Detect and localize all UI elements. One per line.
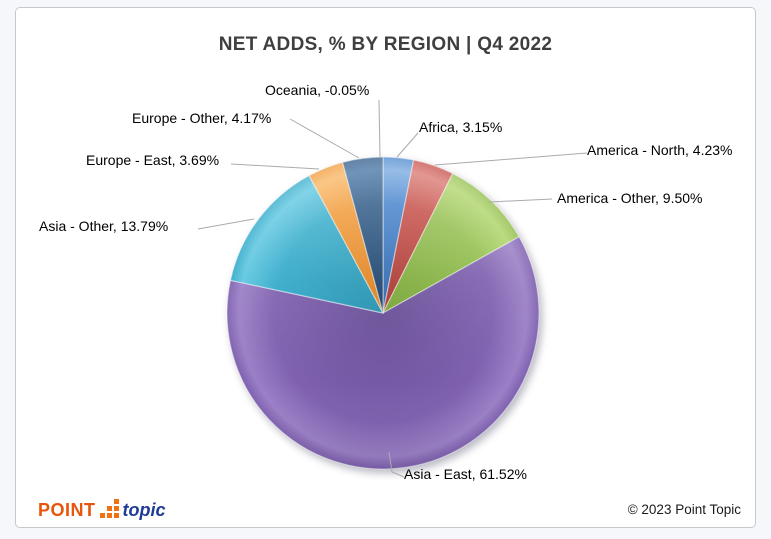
logo-square xyxy=(99,513,105,518)
data-label-asia-east: Asia - East, 61.52% xyxy=(404,466,527,482)
data-label-america-other: America - Other, 9.50% xyxy=(557,190,703,206)
leader-line-oceania xyxy=(378,99,381,158)
pie-slices xyxy=(226,156,540,470)
data-label-america-north: America - North, 4.23% xyxy=(587,142,733,158)
leader-line-europe-east xyxy=(230,163,320,170)
data-label-oceania: Oceania, -0.05% xyxy=(265,82,370,98)
leader-line-asia-other xyxy=(197,218,255,230)
data-label-africa: Africa, 3.15% xyxy=(419,119,503,135)
logo-square xyxy=(113,499,119,504)
leader-line-america-north xyxy=(434,152,588,166)
data-label-europe-other: Europe - Other, 4.17% xyxy=(132,110,272,126)
logo-square xyxy=(106,506,112,511)
leader-line-america-other xyxy=(488,198,553,203)
leader-line-europe-other xyxy=(289,118,360,159)
leader-line-asia-east xyxy=(388,451,405,478)
logo-point-text: POINT xyxy=(38,500,96,520)
logo-square xyxy=(113,513,119,518)
logo-topic-text: topic xyxy=(122,500,166,520)
data-label-asia-other: Asia - Other, 13.79% xyxy=(39,218,169,234)
logo-square xyxy=(106,513,112,518)
logo-square xyxy=(113,506,119,511)
point-topic-logo: POINT topic xyxy=(38,499,166,519)
data-label-europe-east: Europe - East, 3.69% xyxy=(86,152,220,168)
chart-title: NET ADDS, % BY REGION | Q4 2022 xyxy=(218,34,553,55)
pie-svg xyxy=(197,99,588,478)
chart-card: NET ADDS, % BY REGION | Q4 2022 Africa, … xyxy=(15,7,756,528)
leader-line-africa xyxy=(396,132,419,158)
copyright-text: © 2023 Point Topic xyxy=(627,502,741,517)
logo-squares-icon xyxy=(99,499,120,519)
leader-lines xyxy=(197,99,588,478)
